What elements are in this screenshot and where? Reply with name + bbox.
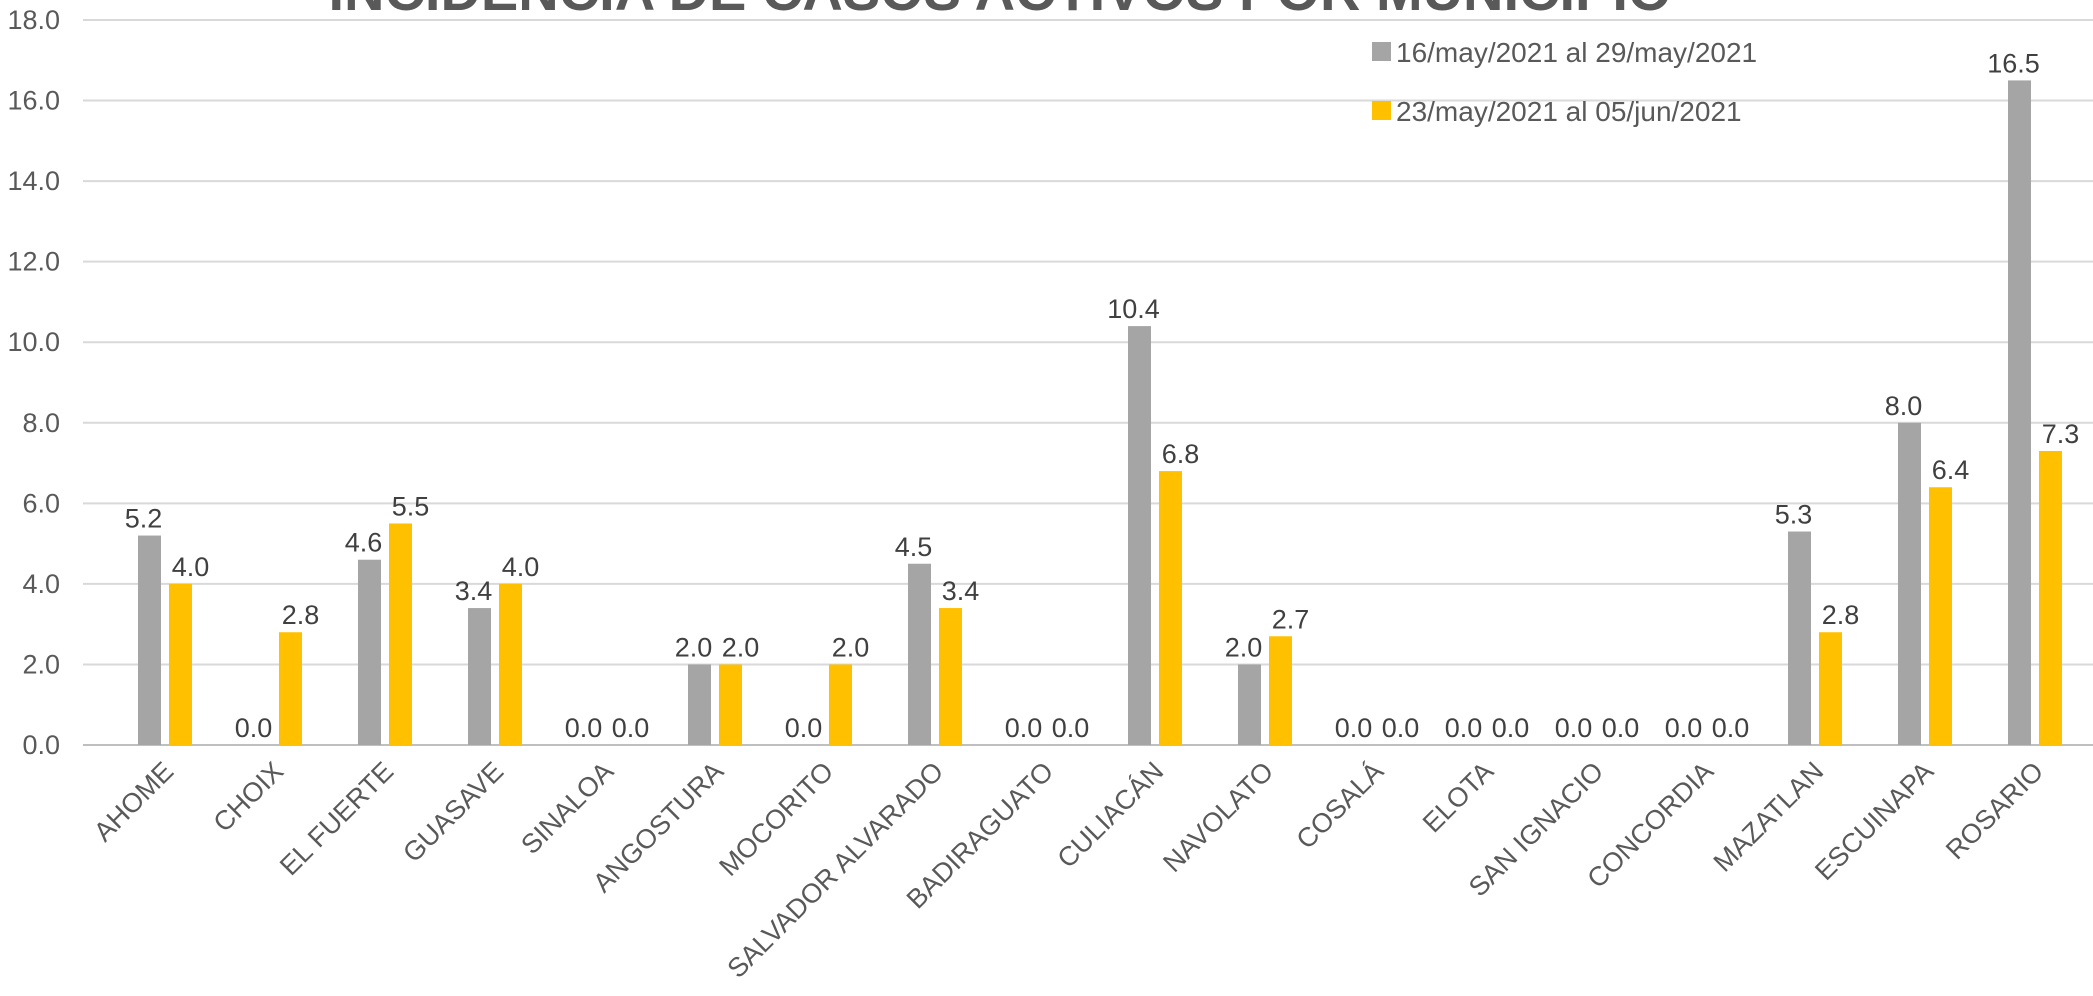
data-label: 0.0 xyxy=(1335,713,1373,743)
y-tick-label: 6.0 xyxy=(22,488,60,518)
bar xyxy=(279,632,302,745)
data-label: 0.0 xyxy=(1445,713,1483,743)
bar xyxy=(1819,632,1842,745)
legend-swatch xyxy=(1372,101,1391,120)
gridlines xyxy=(83,19,2093,746)
x-tick-label: GUASAVE xyxy=(397,756,509,868)
bar xyxy=(939,608,962,745)
data-label: 0.0 xyxy=(1665,713,1703,743)
data-label: 0.0 xyxy=(1382,713,1420,743)
data-label: 2.8 xyxy=(282,600,320,630)
y-tick-label: 2.0 xyxy=(22,649,60,679)
data-label: 6.4 xyxy=(1932,455,1970,485)
bar xyxy=(719,664,742,745)
data-label: 0.0 xyxy=(235,713,273,743)
x-tick-label: SINALOA xyxy=(515,756,619,860)
legend-swatch xyxy=(1372,42,1391,61)
y-tick-label: 14.0 xyxy=(7,166,60,196)
x-tick-label: AHOME xyxy=(88,756,179,847)
bar xyxy=(1128,326,1151,745)
data-labels: 5.2 4.0 0.0 2.8 4.6 5.5 3.4 4.0 0.0 0.0 2.0 2.0 0.0 2… xyxy=(125,48,2080,743)
bar xyxy=(688,664,711,745)
data-label: 4.0 xyxy=(502,552,540,582)
bar xyxy=(169,583,192,745)
y-tick-label: 16.0 xyxy=(7,86,60,116)
data-label: 5.2 xyxy=(125,504,163,534)
chart-title: INCIDENCIA DE CASOS ACTIVOS POR MUNICIPI… xyxy=(328,0,1671,22)
data-label: 5.3 xyxy=(1775,500,1813,530)
bar xyxy=(2039,450,2062,745)
data-label: 2.0 xyxy=(832,632,870,662)
data-label: 0.0 xyxy=(1602,713,1640,743)
bar xyxy=(1929,487,1952,745)
data-label: 2.8 xyxy=(1822,600,1860,630)
legend-label: 23/may/2021 al 05/jun/2021 xyxy=(1396,96,1742,127)
y-tick-label: 12.0 xyxy=(7,247,60,277)
bar xyxy=(138,535,161,745)
bar xyxy=(1238,664,1261,745)
data-label: 0.0 xyxy=(1492,713,1530,743)
data-label: 3.4 xyxy=(942,576,980,606)
x-tick-label: NAVOLATO xyxy=(1157,756,1279,878)
bar xyxy=(1269,636,1292,745)
data-label: 0.0 xyxy=(612,713,650,743)
x-tick-label: CHOIX xyxy=(208,756,290,838)
data-label: 0.0 xyxy=(1052,713,1090,743)
data-label: 16.5 xyxy=(1987,48,2040,78)
x-tick-label: SALVADOR ALVARADO xyxy=(721,756,949,984)
y-tick-label: 4.0 xyxy=(22,569,60,599)
x-tick-label: ROSARIO xyxy=(1940,756,2049,865)
bar xyxy=(1898,422,1921,745)
y-tick-label: 8.0 xyxy=(22,408,60,438)
bar xyxy=(2008,80,2031,745)
bar xyxy=(829,664,852,745)
data-label: 0.0 xyxy=(785,713,823,743)
data-label: 0.0 xyxy=(1555,713,1593,743)
bar xyxy=(908,563,931,745)
data-label: 3.4 xyxy=(455,576,493,606)
x-tick-label: MAZATLAN xyxy=(1708,756,1830,878)
data-label: 8.0 xyxy=(1885,391,1923,421)
data-label: 6.8 xyxy=(1162,439,1200,469)
data-label: 10.4 xyxy=(1107,294,1160,324)
bar xyxy=(358,559,381,745)
legend: 16/may/2021 al 29/may/2021 23/may/2021 al… xyxy=(1372,37,1757,127)
data-label: 0.0 xyxy=(1005,713,1043,743)
data-label: 2.7 xyxy=(1272,604,1310,634)
bar xyxy=(499,583,522,745)
x-tick-label: ESCUINAPA xyxy=(1809,756,1939,886)
data-label: 0.0 xyxy=(1712,713,1750,743)
bars xyxy=(138,80,2062,745)
y-tick-label: 0.0 xyxy=(22,730,60,760)
data-label: 4.6 xyxy=(345,528,383,558)
bar xyxy=(389,523,412,745)
data-label: 2.0 xyxy=(722,632,760,662)
y-tick-label: 18.0 xyxy=(7,5,60,35)
data-label: 2.0 xyxy=(675,632,713,662)
x-tick-label: COSALÁ xyxy=(1291,756,1390,855)
bar xyxy=(468,608,491,745)
x-tick-label: CULIACÁN xyxy=(1051,756,1169,874)
bar xyxy=(1159,471,1182,745)
legend-label: 16/may/2021 al 29/may/2021 xyxy=(1396,37,1757,68)
data-label: 7.3 xyxy=(2042,419,2080,449)
bar xyxy=(1788,531,1811,745)
data-label: 4.5 xyxy=(895,532,933,562)
data-label: 4.0 xyxy=(172,552,210,582)
x-tick-label: ELOTA xyxy=(1417,756,1499,838)
data-label: 2.0 xyxy=(1225,632,1263,662)
y-tick-label: 10.0 xyxy=(7,327,60,357)
y-axis-ticks: 0.0 2.0 4.0 6.0 8.0 10.0 12.0 14.0 16.0 18.0 xyxy=(7,5,60,760)
data-label: 5.5 xyxy=(392,491,430,521)
data-label: 0.0 xyxy=(565,713,603,743)
x-tick-label: EL FUERTE xyxy=(274,756,399,881)
